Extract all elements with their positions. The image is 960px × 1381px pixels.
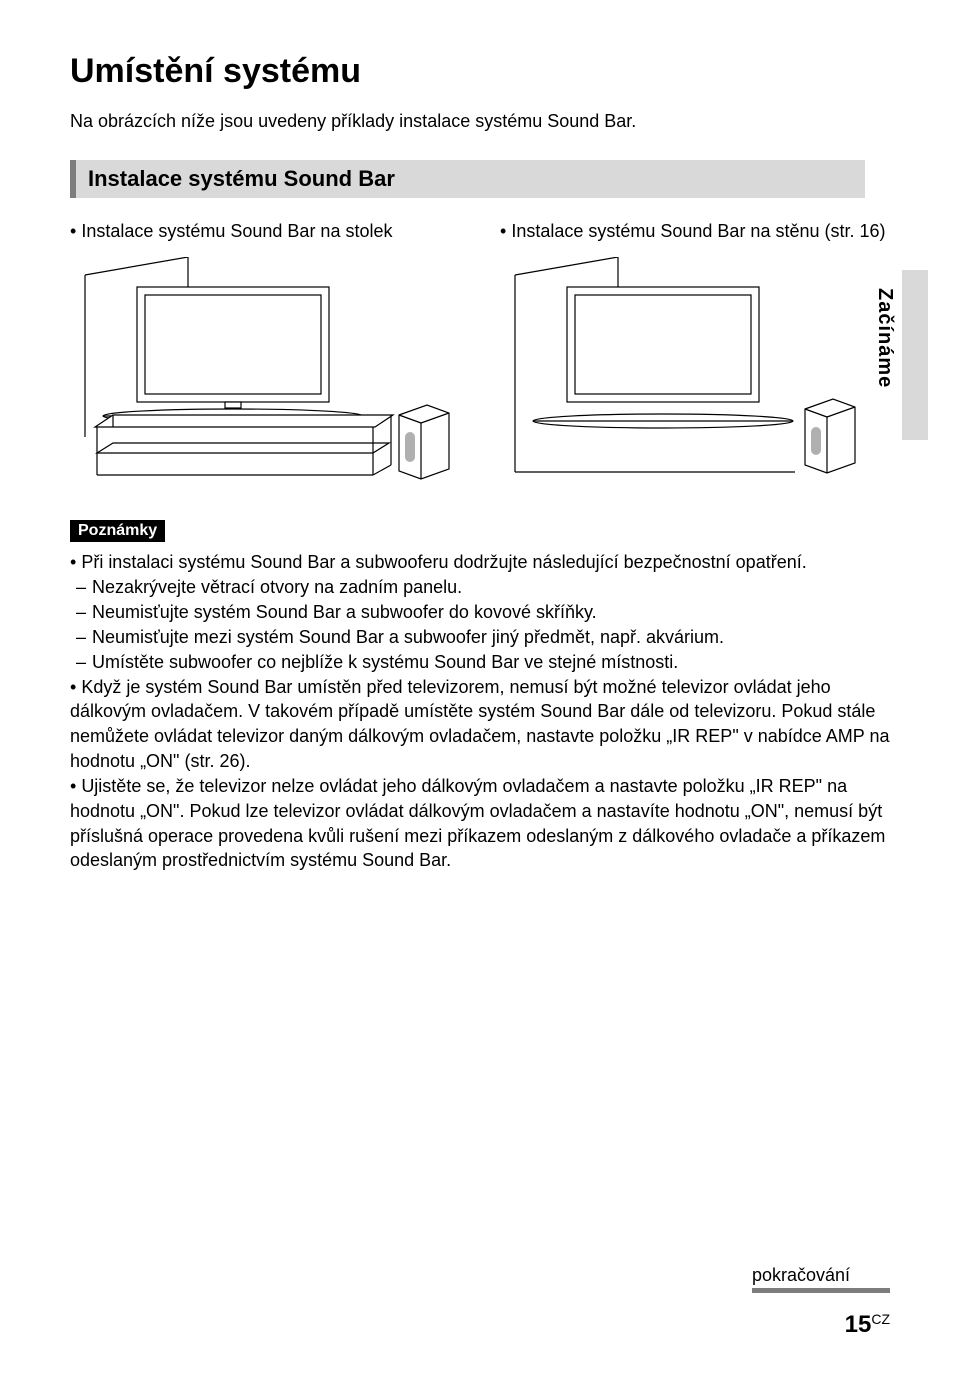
installation-columns: Instalace systému Sound Bar na stolek: [70, 220, 890, 492]
page-number-value: 15: [845, 1311, 872, 1338]
page-number-suffix: CZ: [871, 1311, 890, 1327]
column-right: Instalace systému Sound Bar na stěnu (st…: [500, 220, 890, 492]
notes-label: Poznámky: [70, 520, 165, 542]
illustration-wall-install: [500, 257, 890, 487]
section-header: Instalace systému Sound Bar: [70, 160, 865, 198]
note-dash-1: Nezakrývejte větrací otvory na zadním pa…: [70, 575, 890, 600]
notes-body: Při instalaci systému Sound Bar a subwoo…: [70, 550, 890, 873]
page: Umístění systému Na obrázcích níže jsou …: [0, 0, 960, 1381]
side-tab-label: Začínáme: [873, 288, 896, 388]
page-title: Umístění systému: [70, 52, 890, 91]
page-number: 15CZ: [845, 1311, 890, 1338]
column-left: Instalace systému Sound Bar na stolek: [70, 220, 460, 492]
side-tab: [902, 270, 928, 440]
note-bullet-1: Při instalaci systému Sound Bar a subwoo…: [70, 550, 890, 575]
illustration-table-install: [70, 257, 460, 487]
note-bullet-3: Ujistěte se, že televizor nelze ovládat …: [70, 774, 890, 873]
right-heading: Instalace systému Sound Bar na stěnu (st…: [500, 220, 890, 243]
note-dash-2: Neumisťujte systém Sound Bar a subwoofer…: [70, 600, 890, 625]
page-footer: pokračování 15CZ: [752, 1265, 890, 1339]
note-bullet-2: Když je systém Sound Bar umístěn před te…: [70, 675, 890, 774]
note-dash-4: Umístěte subwoofer co nejblíže k systému…: [70, 650, 890, 675]
intro-text: Na obrázcích níže jsou uvedeny příklady …: [70, 111, 890, 132]
notes-section: Poznámky Při instalaci systému Sound Bar…: [70, 520, 890, 873]
note-dash-3: Neumisťujte mezi systém Sound Bar a subw…: [70, 625, 890, 650]
left-heading: Instalace systému Sound Bar na stolek: [70, 220, 460, 243]
continue-label: pokračování: [752, 1265, 890, 1293]
